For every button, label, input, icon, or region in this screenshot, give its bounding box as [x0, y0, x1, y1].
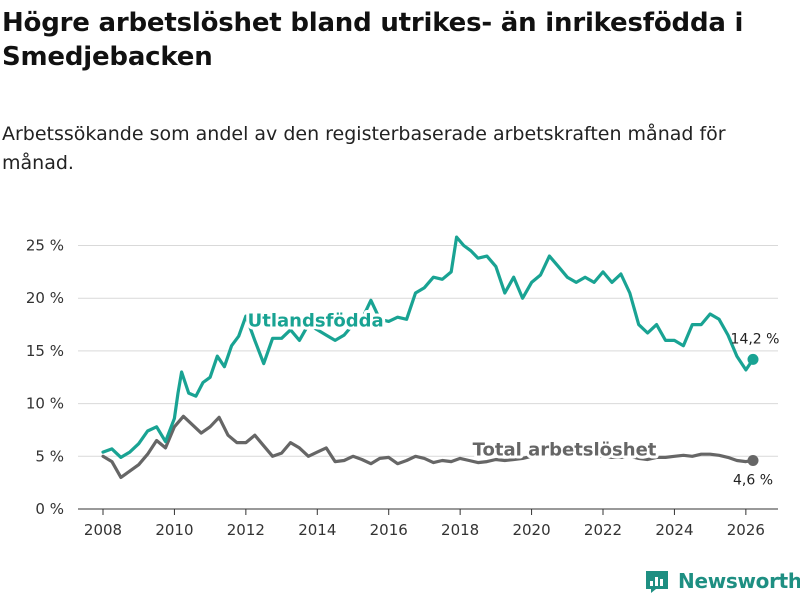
end-value-total: 4,6 %: [733, 473, 773, 489]
x-tick-label: 2020: [512, 521, 550, 539]
y-tick-label: 10 %: [26, 395, 64, 413]
series-line-total: [101, 414, 755, 479]
x-tick-label: 2014: [298, 521, 336, 539]
newsworthy-logo-icon: [646, 571, 668, 593]
y-tick-label: 20 %: [26, 289, 64, 307]
x-tick-label: 2022: [584, 521, 622, 539]
x-tick-label: 2018: [441, 521, 479, 539]
y-tick-label: 15 %: [26, 342, 64, 360]
x-tick-label: 2016: [370, 521, 408, 539]
series-label-total: Total arbetslöshet: [473, 439, 657, 460]
y-tick-label: 5 %: [35, 447, 64, 465]
newsworthy-logo: Newsworthy: [644, 568, 800, 594]
x-tick-label: 2026: [727, 521, 765, 539]
x-tick-label: 2008: [84, 521, 122, 539]
y-tick-label: 25 %: [26, 237, 64, 255]
series-label-utlandsfodda: Utlandsfödda: [248, 311, 384, 332]
end-point-utlandsfodda: [747, 353, 759, 365]
y-tick-label: 0 %: [35, 500, 64, 518]
x-tick-label: 2012: [227, 521, 265, 539]
x-tick-label: 2010: [155, 521, 193, 539]
brand-name: Newsworthy: [678, 569, 800, 593]
end-value-utlandsfodda: 14,2 %: [731, 331, 780, 347]
chart-subtitle: Arbetssökande som andel av den registerb…: [2, 123, 726, 174]
end-point-total: [747, 455, 759, 467]
series-line-utlandsfodda: [101, 235, 755, 459]
x-tick-label: 2024: [655, 521, 693, 539]
chart-title: Högre arbetslöshet bland utrikes- än inr…: [2, 8, 744, 72]
